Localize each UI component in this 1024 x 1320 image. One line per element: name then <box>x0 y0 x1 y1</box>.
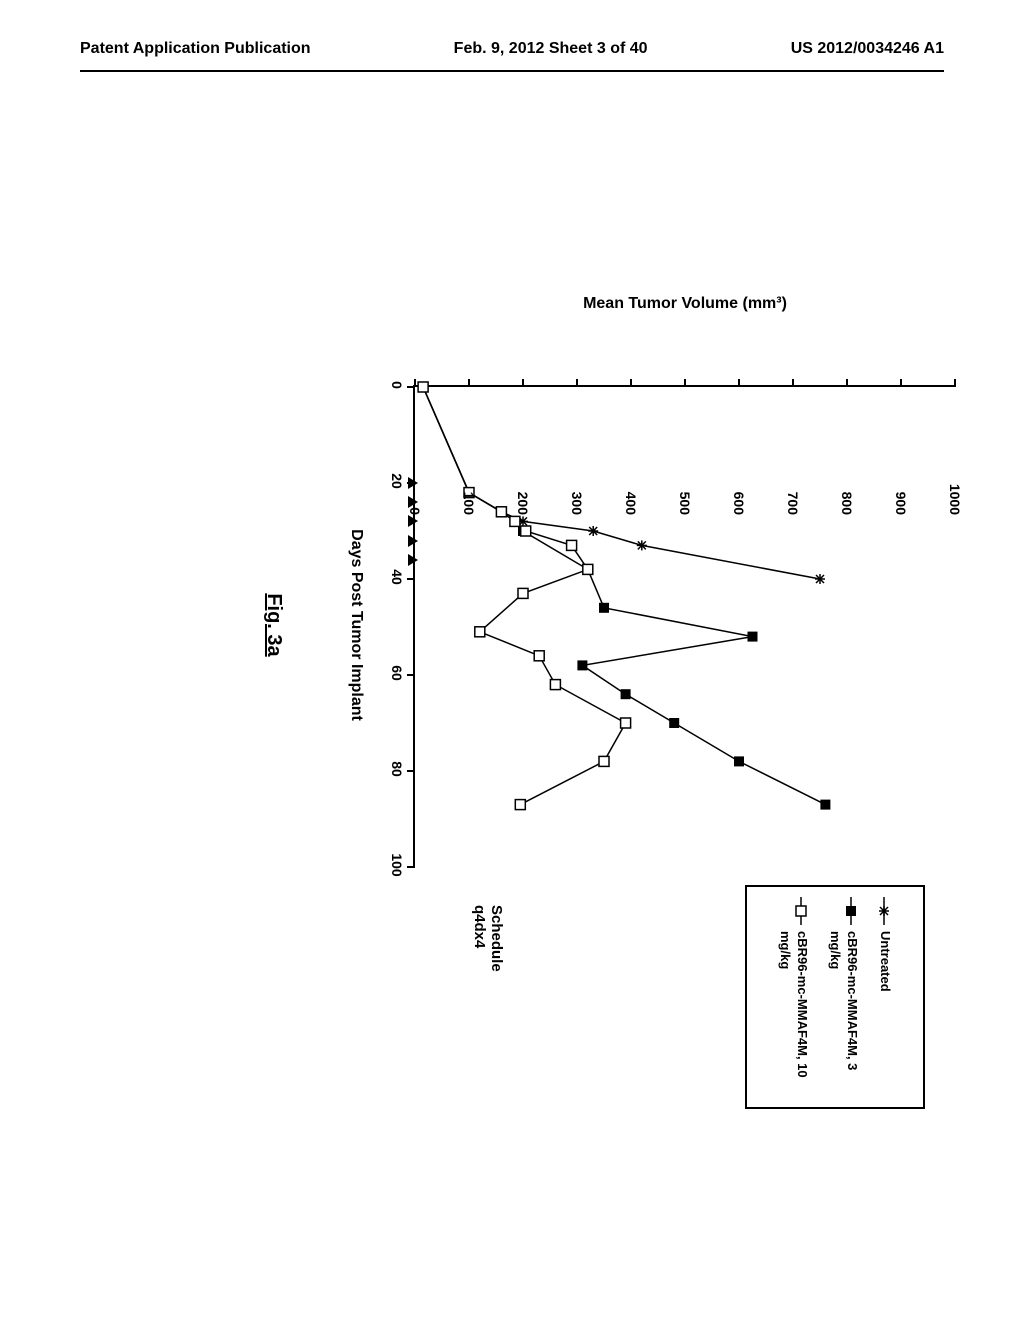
legend-marker-icon <box>877 897 891 925</box>
y-tick <box>576 379 578 387</box>
y-tick <box>846 379 848 387</box>
data-marker <box>599 756 609 766</box>
data-marker <box>588 526 598 536</box>
series-line <box>423 387 825 805</box>
data-marker <box>577 660 587 670</box>
schedule-label: Schedule q4dx4 <box>471 905 505 1005</box>
data-marker <box>734 756 744 766</box>
legend-item: cBR96-mc-MMAF4M, 3 mg/kg <box>826 897 860 1097</box>
y-tick-label: 700 <box>785 492 801 515</box>
legend-item: cBR96-mc-MMAF4M, 10 mg/kg <box>777 897 811 1097</box>
data-marker <box>534 651 544 661</box>
data-marker <box>621 689 631 699</box>
y-tick-label: 400 <box>623 492 639 515</box>
header-right: US 2012/0034246 A1 <box>791 40 944 58</box>
y-tick-label: 800 <box>839 492 855 515</box>
y-tick-label: 500 <box>677 492 693 515</box>
data-marker <box>518 588 528 598</box>
y-tick <box>900 379 902 387</box>
chart-plot-area <box>413 385 955 867</box>
y-tick <box>522 379 524 387</box>
y-tick <box>684 379 686 387</box>
page-header: Patent Application Publication Feb. 9, 2… <box>0 40 1024 58</box>
dose-triangle-icon <box>408 515 418 527</box>
header-center: Feb. 9, 2012 Sheet 3 of 40 <box>454 40 648 58</box>
header-left: Patent Application Publication <box>80 40 311 58</box>
legend: Untreated cBR96-mc-MMAF4M, 3 mg/kg cBR96-m… <box>745 885 925 1109</box>
y-tick-label: 200 <box>515 492 531 515</box>
x-axis-title: Days Post Tumor Implant <box>347 529 365 721</box>
data-marker <box>599 603 609 613</box>
x-tick <box>407 386 415 388</box>
x-tick-label: 60 <box>389 665 405 681</box>
legend-label: cBR96-mc-MMAF4M, 10 mg/kg <box>777 931 811 1097</box>
legend-marker-icon <box>844 897 858 925</box>
y-tick <box>630 379 632 387</box>
dose-triangle-icon <box>408 535 418 547</box>
data-marker <box>567 540 577 550</box>
data-marker <box>496 507 506 517</box>
x-tick <box>407 674 415 676</box>
y-tick-label: 900 <box>893 492 909 515</box>
y-tick-label: 300 <box>569 492 585 515</box>
data-marker <box>820 800 830 810</box>
y-tick-label: 0 <box>407 507 423 515</box>
legend-label: Untreated <box>876 931 893 992</box>
data-marker <box>475 627 485 637</box>
legend-label: cBR96-mc-MMAF4M, 3 mg/kg <box>826 931 860 1097</box>
data-marker <box>669 718 679 728</box>
data-marker <box>521 526 531 536</box>
data-marker <box>583 564 593 574</box>
x-tick <box>407 866 415 868</box>
data-marker <box>637 540 647 550</box>
chart-svg <box>415 387 955 867</box>
x-tick-label: 0 <box>389 381 405 389</box>
data-marker <box>550 680 560 690</box>
y-axis-title: Mean Tumor Volume (mm³) <box>583 295 787 313</box>
data-marker <box>515 800 525 810</box>
x-tick <box>407 578 415 580</box>
x-tick-label: 100 <box>389 853 405 876</box>
x-tick-label: 40 <box>389 569 405 585</box>
legend-marker-icon <box>794 897 808 925</box>
data-marker <box>748 632 758 642</box>
series-line <box>423 387 820 579</box>
y-tick <box>468 379 470 387</box>
header-divider <box>80 70 944 72</box>
dose-triangle-icon <box>408 554 418 566</box>
x-tick-label: 20 <box>389 473 405 489</box>
y-tick <box>738 379 740 387</box>
data-marker <box>815 574 825 584</box>
data-marker <box>510 516 520 526</box>
y-tick <box>792 379 794 387</box>
data-marker <box>418 382 428 392</box>
x-tick-label: 80 <box>389 761 405 777</box>
y-tick-label: 600 <box>731 492 747 515</box>
y-tick-label: 1000 <box>947 484 963 515</box>
y-tick <box>954 379 956 387</box>
data-marker <box>621 718 631 728</box>
figure-label: Fig. 3a <box>262 593 285 656</box>
x-tick <box>407 770 415 772</box>
legend-item: Untreated <box>876 897 893 1097</box>
y-tick-label: 100 <box>461 492 477 515</box>
figure-container: Mean Tumor Volume (mm³) Days Post Tumor … <box>55 305 1005 1005</box>
dose-triangle-icon <box>408 477 418 489</box>
